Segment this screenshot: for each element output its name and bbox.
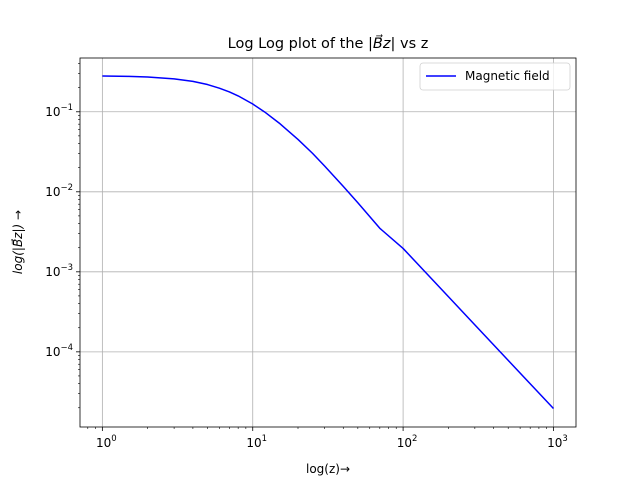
ticks: 100 101 102 103 10−4 10−3 10−2 10−1 (45, 63, 568, 450)
legend-box (419, 62, 571, 91)
chart-title-variable: |B⃗z| (368, 33, 395, 52)
y-tick-label: 10−3 (45, 263, 73, 279)
legend-label: Magnetic field (465, 69, 550, 83)
y-axis-label: log(|B⃗z|) → (11, 210, 25, 274)
x-tick-label: 102 (397, 434, 418, 450)
chart-title-tail: vs z (395, 36, 428, 52)
y-tick-label: 10−1 (45, 103, 73, 119)
x-axis-label: log(z)→ (306, 462, 350, 476)
chart-title: Log Log plot of the |B⃗z| vs z (228, 33, 429, 52)
chart-title-main: Log Log plot of the (228, 36, 368, 52)
x-tick-label: 103 (547, 434, 568, 450)
x-tick-label: 100 (96, 434, 117, 450)
plot-frame (79, 57, 577, 428)
x-tick-label: 101 (246, 434, 267, 450)
y-tick-label: 10−2 (45, 183, 73, 199)
series-layer (102, 75, 555, 409)
grid (80, 58, 576, 427)
y-tick-label: 10−4 (45, 343, 73, 359)
legend: Magnetic field (419, 62, 571, 91)
series-line-magnetic-field (102, 75, 555, 409)
